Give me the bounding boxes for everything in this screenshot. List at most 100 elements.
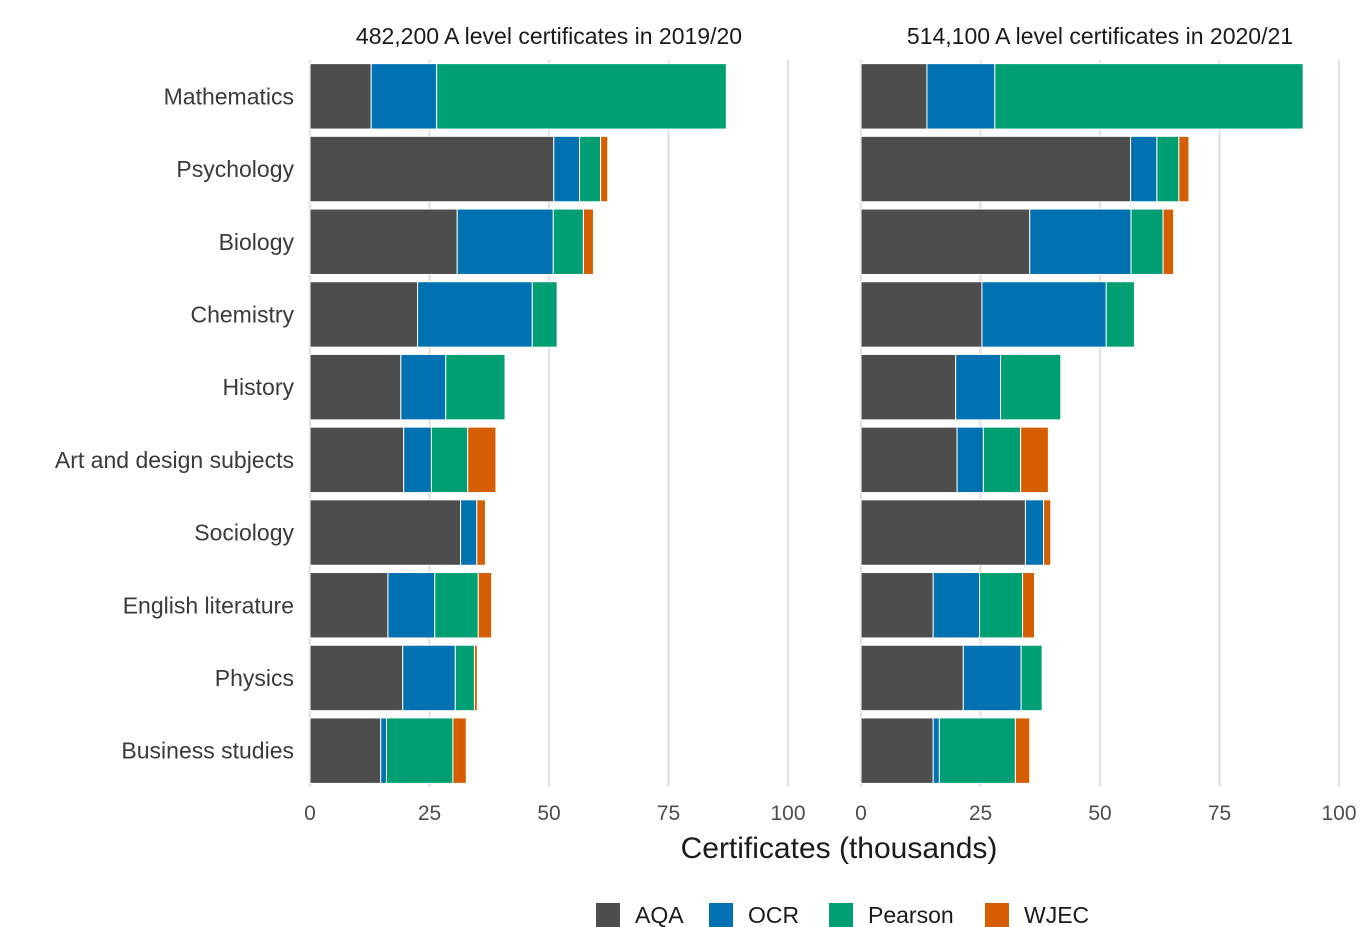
bar-english-literature-pearson	[434, 572, 479, 639]
bar-history-pearson	[445, 353, 506, 421]
bar-chemistry-ocr	[417, 281, 533, 348]
x-tick-label-50: 50	[537, 802, 560, 825]
bar-chemistry-ocr	[981, 281, 1107, 348]
bar-biology-ocr	[1029, 208, 1132, 275]
bar-mathematics-aqa	[860, 63, 928, 130]
bar-history-aqa	[309, 353, 402, 421]
bar-mathematics-aqa	[309, 63, 372, 130]
bar-art-and-design-subjects-aqa	[860, 426, 958, 494]
legend-swatch-ocr	[709, 903, 733, 927]
bar-physics-aqa	[309, 644, 404, 712]
chart-panels: 482,200 A level certificates in 2019/20 0…	[304, 23, 1356, 825]
category-labels: Mathematics Psychology Biology Chemistry His…	[55, 83, 295, 763]
bar-psychology-pearson	[1156, 135, 1180, 203]
bar-physics-pearson	[1020, 644, 1043, 712]
bar-biology-aqa	[860, 208, 1031, 275]
category-label-english-literature: English literature	[123, 592, 294, 618]
bar-history-ocr	[955, 353, 1002, 421]
bar-physics-aqa	[860, 644, 964, 712]
bar-business-studies-aqa	[860, 717, 934, 784]
bar-history-aqa	[860, 353, 957, 421]
bar-business-studies-ocr	[932, 717, 940, 784]
bar-sociology-aqa	[860, 499, 1026, 566]
bar-english-literature-ocr	[932, 572, 981, 639]
x-tick-label-0: 0	[304, 802, 316, 825]
bar-art-and-design-subjects-pearson	[982, 426, 1022, 494]
panel-title: 482,200 A level certificates in 2019/20	[356, 23, 742, 49]
bar-biology-wjec	[1162, 208, 1175, 275]
bar-business-studies-aqa	[309, 717, 382, 784]
bar-physics-wjec	[473, 644, 478, 712]
bar-english-literature-aqa	[309, 572, 389, 639]
bar-psychology-aqa	[309, 135, 555, 203]
x-tick-labels: 0 25 50 75 100	[304, 802, 805, 825]
category-label-chemistry: Chemistry	[190, 301, 294, 327]
bar-psychology-wjec	[1178, 135, 1190, 203]
legend-item-pearson: Pearson	[829, 902, 954, 927]
bar-art-and-design-subjects-wjec	[1020, 426, 1049, 494]
category-label-physics: Physics	[215, 665, 294, 691]
bar-english-literature-wjec	[1022, 572, 1036, 639]
bar-biology-pearson	[1130, 208, 1164, 275]
bar-business-studies-pearson	[385, 717, 454, 784]
bar-business-studies-ocr	[380, 717, 387, 784]
legend-swatch-aqa	[596, 903, 620, 927]
bars	[309, 63, 727, 784]
x-tick-label-25: 25	[969, 802, 992, 825]
bar-english-literature-wjec	[477, 572, 493, 639]
bar-chemistry-aqa	[860, 281, 983, 348]
bar-business-studies-wjec	[452, 717, 467, 784]
x-tick-label-75: 75	[657, 802, 680, 825]
bar-art-and-design-subjects-ocr	[956, 426, 984, 494]
bar-english-literature-aqa	[860, 572, 934, 639]
bar-sociology-wjec	[1043, 499, 1052, 566]
legend: AQA OCR Pearson WJEC	[596, 902, 1089, 927]
bar-history-pearson	[1000, 353, 1062, 421]
x-tick-label-100: 100	[1321, 802, 1356, 825]
category-label-history: History	[222, 374, 294, 400]
bar-psychology-ocr	[553, 135, 581, 203]
category-label-biology: Biology	[219, 229, 295, 255]
bar-business-studies-wjec	[1014, 717, 1031, 784]
x-tick-label-50: 50	[1088, 802, 1111, 825]
bar-chemistry-pearson	[531, 281, 558, 348]
category-label-business-studies: Business studies	[121, 738, 294, 764]
panel-title: 514,100 A level certificates in 2020/21	[907, 23, 1293, 49]
bar-art-and-design-subjects-ocr	[403, 426, 432, 494]
bar-physics-ocr	[402, 644, 456, 712]
legend-item-aqa: AQA	[596, 902, 684, 927]
bars	[860, 63, 1304, 784]
bar-english-literature-ocr	[387, 572, 436, 639]
bar-psychology-ocr	[1130, 135, 1158, 203]
bar-physics-pearson	[454, 644, 475, 712]
legend-item-ocr: OCR	[709, 902, 799, 927]
legend-item-wjec: WJEC	[985, 902, 1089, 927]
bar-history-ocr	[400, 353, 447, 421]
bar-mathematics-ocr	[926, 63, 996, 130]
bar-business-studies-pearson	[938, 717, 1016, 784]
bar-art-and-design-subjects-wjec	[467, 426, 497, 494]
bar-art-and-design-subjects-pearson	[430, 426, 469, 494]
bar-sociology-ocr	[460, 499, 478, 566]
category-label-mathematics: Mathematics	[164, 83, 294, 109]
x-tick-label-0: 0	[855, 802, 867, 825]
bar-biology-ocr	[456, 208, 554, 275]
panel-2: 514,100 A level certificates in 2020/21 0…	[855, 23, 1356, 825]
x-axis-title: Certificates (thousands)	[681, 832, 998, 865]
x-tick-label-25: 25	[418, 802, 441, 825]
bar-sociology-aqa	[309, 499, 462, 566]
legend-swatch-wjec	[985, 903, 1009, 927]
bar-chemistry-aqa	[309, 281, 419, 348]
bar-english-literature-pearson	[979, 572, 1024, 639]
x-tick-label-100: 100	[770, 802, 805, 825]
legend-label-pearson: Pearson	[868, 902, 954, 927]
bar-biology-pearson	[552, 208, 584, 275]
x-tick-label-75: 75	[1208, 802, 1231, 825]
bar-sociology-wjec	[476, 499, 486, 566]
panel-1: 482,200 A level certificates in 2019/20 0…	[304, 23, 805, 825]
bar-mathematics-ocr	[370, 63, 438, 130]
legend-swatch-pearson	[829, 903, 853, 927]
legend-label-aqa: AQA	[635, 902, 684, 927]
bar-psychology-aqa	[860, 135, 1132, 203]
